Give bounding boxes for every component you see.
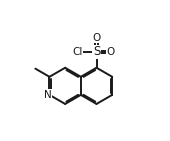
Text: O: O [92, 33, 101, 43]
Text: O: O [106, 47, 115, 57]
Text: N: N [44, 90, 52, 100]
Text: S: S [93, 45, 100, 58]
Text: Cl: Cl [72, 47, 83, 57]
